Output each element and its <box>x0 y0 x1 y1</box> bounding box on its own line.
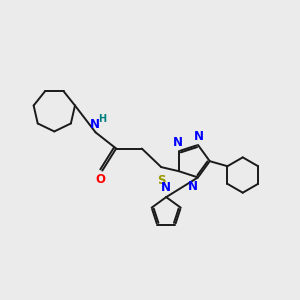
Text: N: N <box>188 180 198 193</box>
Text: O: O <box>95 173 105 186</box>
Text: S: S <box>157 174 165 187</box>
Text: N: N <box>90 118 100 131</box>
Text: N: N <box>161 181 171 194</box>
Text: H: H <box>98 114 106 124</box>
Text: N: N <box>172 136 182 149</box>
Text: N: N <box>194 130 204 142</box>
